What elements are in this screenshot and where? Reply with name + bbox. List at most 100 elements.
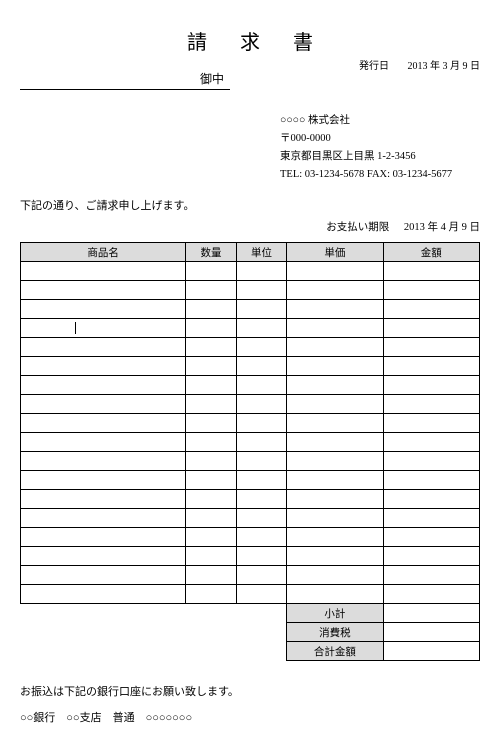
table-cell[interactable] bbox=[21, 471, 186, 490]
table-cell[interactable] bbox=[21, 338, 186, 357]
table-cell[interactable] bbox=[287, 509, 383, 528]
table-cell[interactable] bbox=[236, 509, 286, 528]
table-cell[interactable] bbox=[21, 376, 186, 395]
table-cell[interactable] bbox=[186, 566, 236, 585]
table-row[interactable] bbox=[21, 376, 480, 395]
table-cell[interactable] bbox=[383, 376, 479, 395]
table-cell[interactable] bbox=[21, 452, 186, 471]
table-row[interactable] bbox=[21, 490, 480, 509]
table-cell[interactable] bbox=[383, 262, 479, 281]
table-row[interactable] bbox=[21, 395, 480, 414]
table-cell[interactable] bbox=[287, 452, 383, 471]
table-cell[interactable] bbox=[287, 566, 383, 585]
table-cell[interactable] bbox=[236, 262, 286, 281]
table-cell[interactable] bbox=[186, 300, 236, 319]
table-cell[interactable] bbox=[186, 281, 236, 300]
table-cell[interactable] bbox=[21, 585, 186, 604]
table-cell[interactable] bbox=[236, 357, 286, 376]
table-cell[interactable] bbox=[383, 433, 479, 452]
table-row[interactable] bbox=[21, 414, 480, 433]
table-cell[interactable] bbox=[287, 471, 383, 490]
table-cell[interactable] bbox=[236, 585, 286, 604]
table-cell[interactable] bbox=[236, 490, 286, 509]
table-cell[interactable] bbox=[186, 376, 236, 395]
table-row[interactable] bbox=[21, 566, 480, 585]
table-row[interactable] bbox=[21, 319, 480, 338]
table-cell[interactable] bbox=[236, 281, 286, 300]
table-cell[interactable] bbox=[236, 566, 286, 585]
table-cell[interactable] bbox=[383, 395, 479, 414]
table-cell[interactable] bbox=[236, 376, 286, 395]
table-cell[interactable] bbox=[186, 490, 236, 509]
table-cell[interactable] bbox=[21, 547, 186, 566]
table-cell[interactable] bbox=[186, 528, 236, 547]
table-cell[interactable] bbox=[383, 471, 479, 490]
table-cell[interactable] bbox=[287, 357, 383, 376]
table-row[interactable] bbox=[21, 281, 480, 300]
table-cell[interactable] bbox=[186, 433, 236, 452]
table-cell[interactable] bbox=[21, 490, 186, 509]
table-row[interactable] bbox=[21, 547, 480, 566]
table-cell[interactable] bbox=[287, 300, 383, 319]
table-cell[interactable] bbox=[236, 528, 286, 547]
table-cell[interactable] bbox=[236, 338, 286, 357]
table-cell[interactable] bbox=[186, 452, 236, 471]
table-row[interactable] bbox=[21, 471, 480, 490]
table-cell[interactable] bbox=[236, 395, 286, 414]
table-cell[interactable] bbox=[186, 338, 236, 357]
table-cell[interactable] bbox=[186, 414, 236, 433]
table-cell[interactable] bbox=[21, 414, 186, 433]
table-cell[interactable] bbox=[287, 528, 383, 547]
table-row[interactable] bbox=[21, 262, 480, 281]
table-cell[interactable] bbox=[21, 395, 186, 414]
table-cell[interactable] bbox=[287, 414, 383, 433]
table-cell[interactable] bbox=[236, 414, 286, 433]
table-row[interactable] bbox=[21, 300, 480, 319]
table-cell[interactable] bbox=[383, 547, 479, 566]
table-cell[interactable] bbox=[21, 528, 186, 547]
table-row[interactable] bbox=[21, 357, 480, 376]
table-row[interactable] bbox=[21, 509, 480, 528]
table-cell[interactable] bbox=[21, 433, 186, 452]
table-cell[interactable] bbox=[383, 338, 479, 357]
table-cell[interactable] bbox=[287, 490, 383, 509]
table-cell[interactable] bbox=[186, 395, 236, 414]
table-cell[interactable] bbox=[287, 585, 383, 604]
table-cell[interactable] bbox=[383, 585, 479, 604]
table-cell[interactable] bbox=[21, 281, 186, 300]
table-cell[interactable] bbox=[383, 528, 479, 547]
table-cell[interactable] bbox=[236, 452, 286, 471]
table-cell[interactable] bbox=[21, 566, 186, 585]
table-cell[interactable] bbox=[383, 300, 479, 319]
table-row[interactable] bbox=[21, 528, 480, 547]
table-cell[interactable] bbox=[383, 319, 479, 338]
table-cell[interactable] bbox=[21, 319, 186, 338]
table-cell[interactable] bbox=[186, 357, 236, 376]
table-cell[interactable] bbox=[383, 566, 479, 585]
table-cell[interactable] bbox=[21, 357, 186, 376]
table-cell[interactable] bbox=[236, 433, 286, 452]
table-cell[interactable] bbox=[186, 509, 236, 528]
table-cell[interactable] bbox=[287, 433, 383, 452]
table-cell[interactable] bbox=[186, 319, 236, 338]
table-cell[interactable] bbox=[287, 395, 383, 414]
table-cell[interactable] bbox=[287, 319, 383, 338]
table-cell[interactable] bbox=[236, 319, 286, 338]
table-cell[interactable] bbox=[186, 547, 236, 566]
table-cell[interactable] bbox=[383, 357, 479, 376]
table-cell[interactable] bbox=[287, 376, 383, 395]
table-cell[interactable] bbox=[186, 585, 236, 604]
table-cell[interactable] bbox=[21, 509, 186, 528]
table-row[interactable] bbox=[21, 585, 480, 604]
table-cell[interactable] bbox=[287, 262, 383, 281]
table-cell[interactable] bbox=[236, 547, 286, 566]
table-cell[interactable] bbox=[236, 471, 286, 490]
table-cell[interactable] bbox=[236, 300, 286, 319]
table-cell[interactable] bbox=[21, 262, 186, 281]
table-cell[interactable] bbox=[383, 509, 479, 528]
table-cell[interactable] bbox=[186, 471, 236, 490]
table-cell[interactable] bbox=[383, 281, 479, 300]
table-cell[interactable] bbox=[287, 281, 383, 300]
table-cell[interactable] bbox=[383, 490, 479, 509]
table-cell[interactable] bbox=[287, 338, 383, 357]
